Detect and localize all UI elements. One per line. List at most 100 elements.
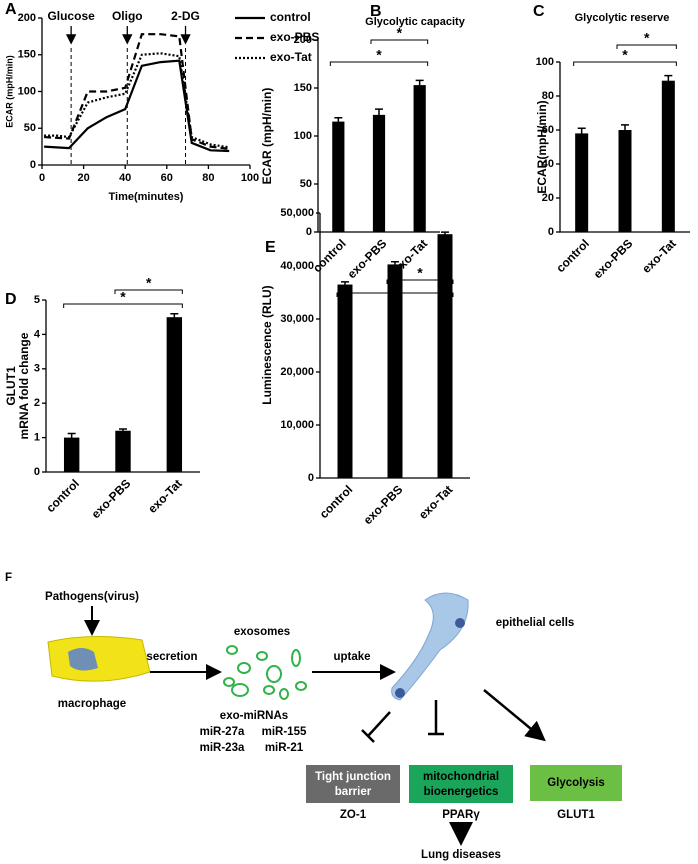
x-tick-label: control (310, 236, 349, 275)
nucleus (455, 618, 465, 628)
panel-label: D (5, 291, 17, 308)
marker: ZO-1 (340, 809, 367, 821)
y-axis-label: mRNA fold change (17, 332, 31, 439)
significance-label: * (376, 47, 382, 63)
chart-title: Glycolytic capacity (365, 16, 466, 28)
label: exosomes (234, 626, 290, 638)
box-label: bioenergetics (424, 786, 499, 798)
bar (387, 264, 403, 478)
x-tick-label: 20 (77, 172, 89, 184)
marker: PPARγ (442, 809, 480, 821)
y-axis-label: ECAR (mpH/min) (4, 55, 14, 128)
y-tick-label: 4 (34, 328, 41, 340)
error-bar (341, 281, 349, 288)
significance-label: * (417, 265, 423, 281)
axes (45, 300, 200, 473)
event-label: Oligo (112, 9, 143, 23)
error-bar (415, 79, 424, 90)
y-tick-label: 40 (542, 158, 554, 170)
event-label: 2-DG (171, 9, 200, 23)
error-bar (621, 124, 629, 136)
y-tick-label: 50,000 (280, 207, 314, 219)
panel-label: B (370, 3, 382, 20)
series-line (44, 59, 230, 153)
y-tick-label: 2 (34, 397, 40, 409)
significance-label: * (120, 289, 126, 305)
x-tick-label: exo-Tat (145, 476, 184, 515)
bar (575, 133, 589, 232)
legend-label: exo-Tat (270, 50, 312, 64)
significance-bracket (63, 303, 183, 308)
y-tick-label: 1 (34, 432, 40, 444)
series-line (44, 33, 230, 150)
x-tick-label: exo-Tat (416, 482, 455, 521)
arrow (483, 689, 546, 742)
y-tick-label: 0 (306, 226, 312, 238)
bar (337, 284, 353, 478)
mirna: miR-155 (262, 726, 307, 738)
axes (559, 62, 690, 233)
axes (319, 213, 470, 479)
x-tick-label: 100 (241, 172, 259, 184)
x-tick-label: 80 (202, 172, 214, 184)
box-label: barrier (335, 786, 372, 798)
significance-bracket (573, 61, 677, 66)
pathogen: Pathogens(virus) (45, 591, 139, 603)
axes (41, 18, 250, 166)
label: exo-miRNAs (220, 710, 288, 722)
y-axis-label: Luminescence (RLU) (260, 285, 274, 404)
bar (661, 80, 675, 232)
box-label: Tight junction (315, 771, 391, 783)
label: secretion (146, 651, 197, 663)
inhibition (361, 700, 444, 743)
diagram: F Pathogens(virus) macrophage secretion … (5, 572, 622, 861)
y-tick-label: 30,000 (280, 313, 314, 325)
x-tick-label: 40 (119, 172, 131, 184)
significance-label: * (146, 275, 152, 291)
error-bar (664, 74, 673, 86)
y-tick-label: 60 (542, 124, 554, 136)
y-tick-label: 100 (18, 85, 36, 97)
x-tick-label: exo-PBS (591, 236, 636, 281)
y-tick-label: 20 (542, 192, 554, 204)
error-bar (441, 231, 449, 237)
error-bar (391, 261, 399, 268)
legend-label: exo-PBS (270, 30, 319, 44)
box (409, 765, 513, 803)
box-label: Glycolysis (547, 777, 605, 789)
x-axis-label: Time(minutes) (109, 191, 184, 203)
significance-bracket (616, 44, 677, 49)
x-tick-label: 0 (39, 172, 45, 184)
significance-label: * (397, 25, 403, 41)
y-tick-label: 100 (294, 130, 312, 142)
x-tick-label: exo-PBS (89, 476, 134, 521)
y-axis-label: ECAR(mpH/min) (535, 100, 549, 193)
axes (317, 40, 440, 233)
y-tick-label: 0 (308, 472, 314, 484)
error-bar (577, 127, 586, 139)
y-tick-label: 50 (300, 178, 312, 190)
epithelial-cell (391, 592, 469, 701)
y-tick-label: 10,000 (280, 419, 314, 431)
bar (63, 437, 80, 472)
y-tick-label: 0 (34, 466, 40, 478)
significance-bracket (114, 289, 183, 294)
error-bar (334, 117, 343, 126)
y-tick-label: 150 (18, 49, 36, 61)
label: epithelial cells (496, 617, 575, 629)
bar (166, 317, 183, 472)
marker: GLUT1 (557, 809, 595, 821)
error-bar (170, 313, 179, 321)
label: macrophage (58, 698, 126, 710)
mirna: miR-23a (200, 742, 245, 754)
error-bar (375, 108, 383, 121)
box (306, 765, 400, 803)
bar (115, 430, 131, 472)
x-tick-label: exo-PBS (345, 236, 390, 281)
y-tick-label: 3 (34, 363, 40, 375)
box-label: mitochondrial (423, 771, 499, 783)
event-label: Glucose (47, 9, 95, 23)
nucleus (395, 688, 405, 698)
bar (332, 121, 345, 232)
significance-bracket (370, 39, 429, 44)
